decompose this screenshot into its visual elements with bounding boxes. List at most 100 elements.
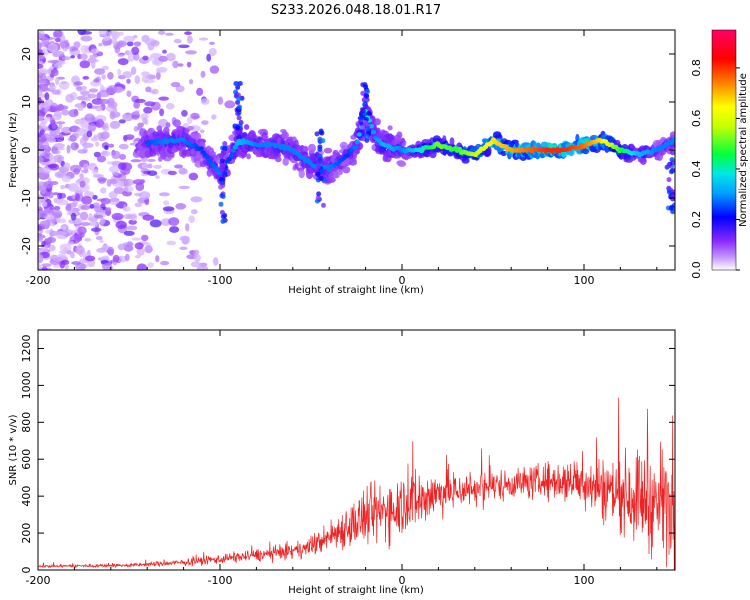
ridge-core — [370, 129, 376, 135]
noise-blob — [135, 110, 140, 114]
ridge-blob — [614, 139, 621, 146]
noise-blob — [95, 105, 103, 112]
snr-ylabel: SNR (10 * v/v) — [8, 414, 19, 485]
streak-blob — [237, 104, 242, 110]
streak-blob — [365, 126, 371, 132]
spectrogram-heatmap — [38, 30, 675, 270]
noise-blob — [63, 162, 71, 170]
ridge-blob — [282, 131, 289, 139]
noise-blob — [80, 35, 93, 42]
noise-blob — [112, 254, 120, 263]
y-tick-label: 1000 — [20, 371, 33, 399]
colorbar-label: Normalized spectral amplitude — [738, 73, 749, 227]
colorbar-tick-label: 0.0 — [690, 261, 703, 279]
colorbar-tick-label: 0.4 — [690, 160, 703, 178]
noise-blob — [133, 101, 141, 109]
noise-blob — [66, 144, 71, 154]
noise-blob — [52, 150, 61, 155]
ridge-blob — [387, 125, 393, 131]
streak-blob — [363, 84, 369, 90]
noise-blob — [101, 74, 106, 80]
ridge-blob — [461, 157, 470, 164]
noise-blob — [155, 69, 167, 73]
noise-blob — [40, 73, 47, 82]
noise-blob — [101, 263, 113, 270]
noise-blob — [53, 143, 65, 149]
noise-blob — [57, 253, 67, 259]
noise-blob — [98, 30, 109, 37]
ridge-blob — [669, 131, 675, 138]
noise-blob — [123, 213, 134, 220]
noise-blob — [72, 200, 78, 207]
noise-blob — [52, 210, 63, 218]
noise-blob — [38, 63, 44, 70]
x-tick-label: -200 — [26, 274, 51, 287]
noise-blob — [198, 262, 208, 267]
spectrogram-xlabel: Height of straight line (km) — [288, 285, 424, 296]
streak-blob — [669, 157, 675, 163]
streak-blob — [321, 202, 326, 208]
streak-blob — [666, 177, 672, 183]
noise-blob — [165, 102, 175, 110]
noise-blob — [89, 203, 95, 209]
noise-blob — [38, 42, 42, 50]
noise-blob — [38, 225, 43, 232]
streak-blob — [218, 184, 224, 190]
noise-blob — [175, 85, 185, 93]
noise-blob — [42, 166, 51, 175]
noise-blob — [123, 185, 134, 193]
colorbar-ticks: 0.0 0.2 0.4 0.6 0.8 — [690, 59, 740, 279]
noise-blob — [155, 255, 160, 263]
noise-blob — [150, 53, 162, 59]
noise-blob — [38, 167, 46, 173]
noise-blob — [58, 123, 63, 130]
noise-blob — [132, 179, 145, 185]
noise-blob — [175, 203, 187, 210]
ridge-blob — [400, 137, 405, 143]
noise-blob — [100, 197, 111, 205]
noise-blob — [100, 187, 107, 194]
noise-blob — [186, 35, 193, 44]
noise-blob — [90, 48, 100, 55]
ridge-blob — [246, 153, 251, 160]
noise-blob — [159, 108, 165, 117]
noise-blob — [224, 100, 236, 109]
noise-blob — [70, 251, 75, 259]
noise-blob — [38, 173, 45, 179]
noise-blob — [99, 98, 110, 105]
noise-blob — [178, 168, 188, 175]
noise-blob — [66, 229, 74, 233]
noise-blob — [95, 141, 100, 147]
noise-blob — [142, 214, 155, 221]
streak-blob — [219, 210, 225, 215]
streak-blob — [666, 162, 672, 168]
noise-blob — [38, 198, 41, 207]
noise-blob — [100, 259, 109, 264]
noise-blob — [98, 179, 106, 184]
noise-blob — [158, 192, 170, 197]
noise-blob — [44, 141, 49, 149]
noise-blob — [56, 105, 69, 110]
noise-blob — [75, 193, 80, 202]
noise-blob — [65, 203, 72, 212]
noise-blob — [82, 90, 88, 97]
noise-blob — [77, 149, 88, 154]
noise-blob — [40, 119, 48, 125]
noise-blob — [155, 175, 160, 180]
noise-blob — [147, 170, 158, 176]
noise-blob — [84, 237, 92, 242]
noise-blob — [76, 127, 87, 136]
ridge-core — [198, 146, 204, 151]
noise-blob — [90, 60, 96, 69]
noise-blob — [86, 102, 93, 109]
noise-blob — [145, 86, 152, 93]
snr-xlabel: Height of straight line (km) — [288, 585, 424, 596]
noise-blob — [151, 40, 160, 47]
noise-blob — [183, 31, 193, 35]
noise-blob — [123, 230, 135, 236]
ridge-blob — [339, 141, 348, 150]
noise-blob — [53, 63, 63, 69]
noise-blob — [133, 41, 142, 47]
streak-blob — [220, 180, 226, 186]
